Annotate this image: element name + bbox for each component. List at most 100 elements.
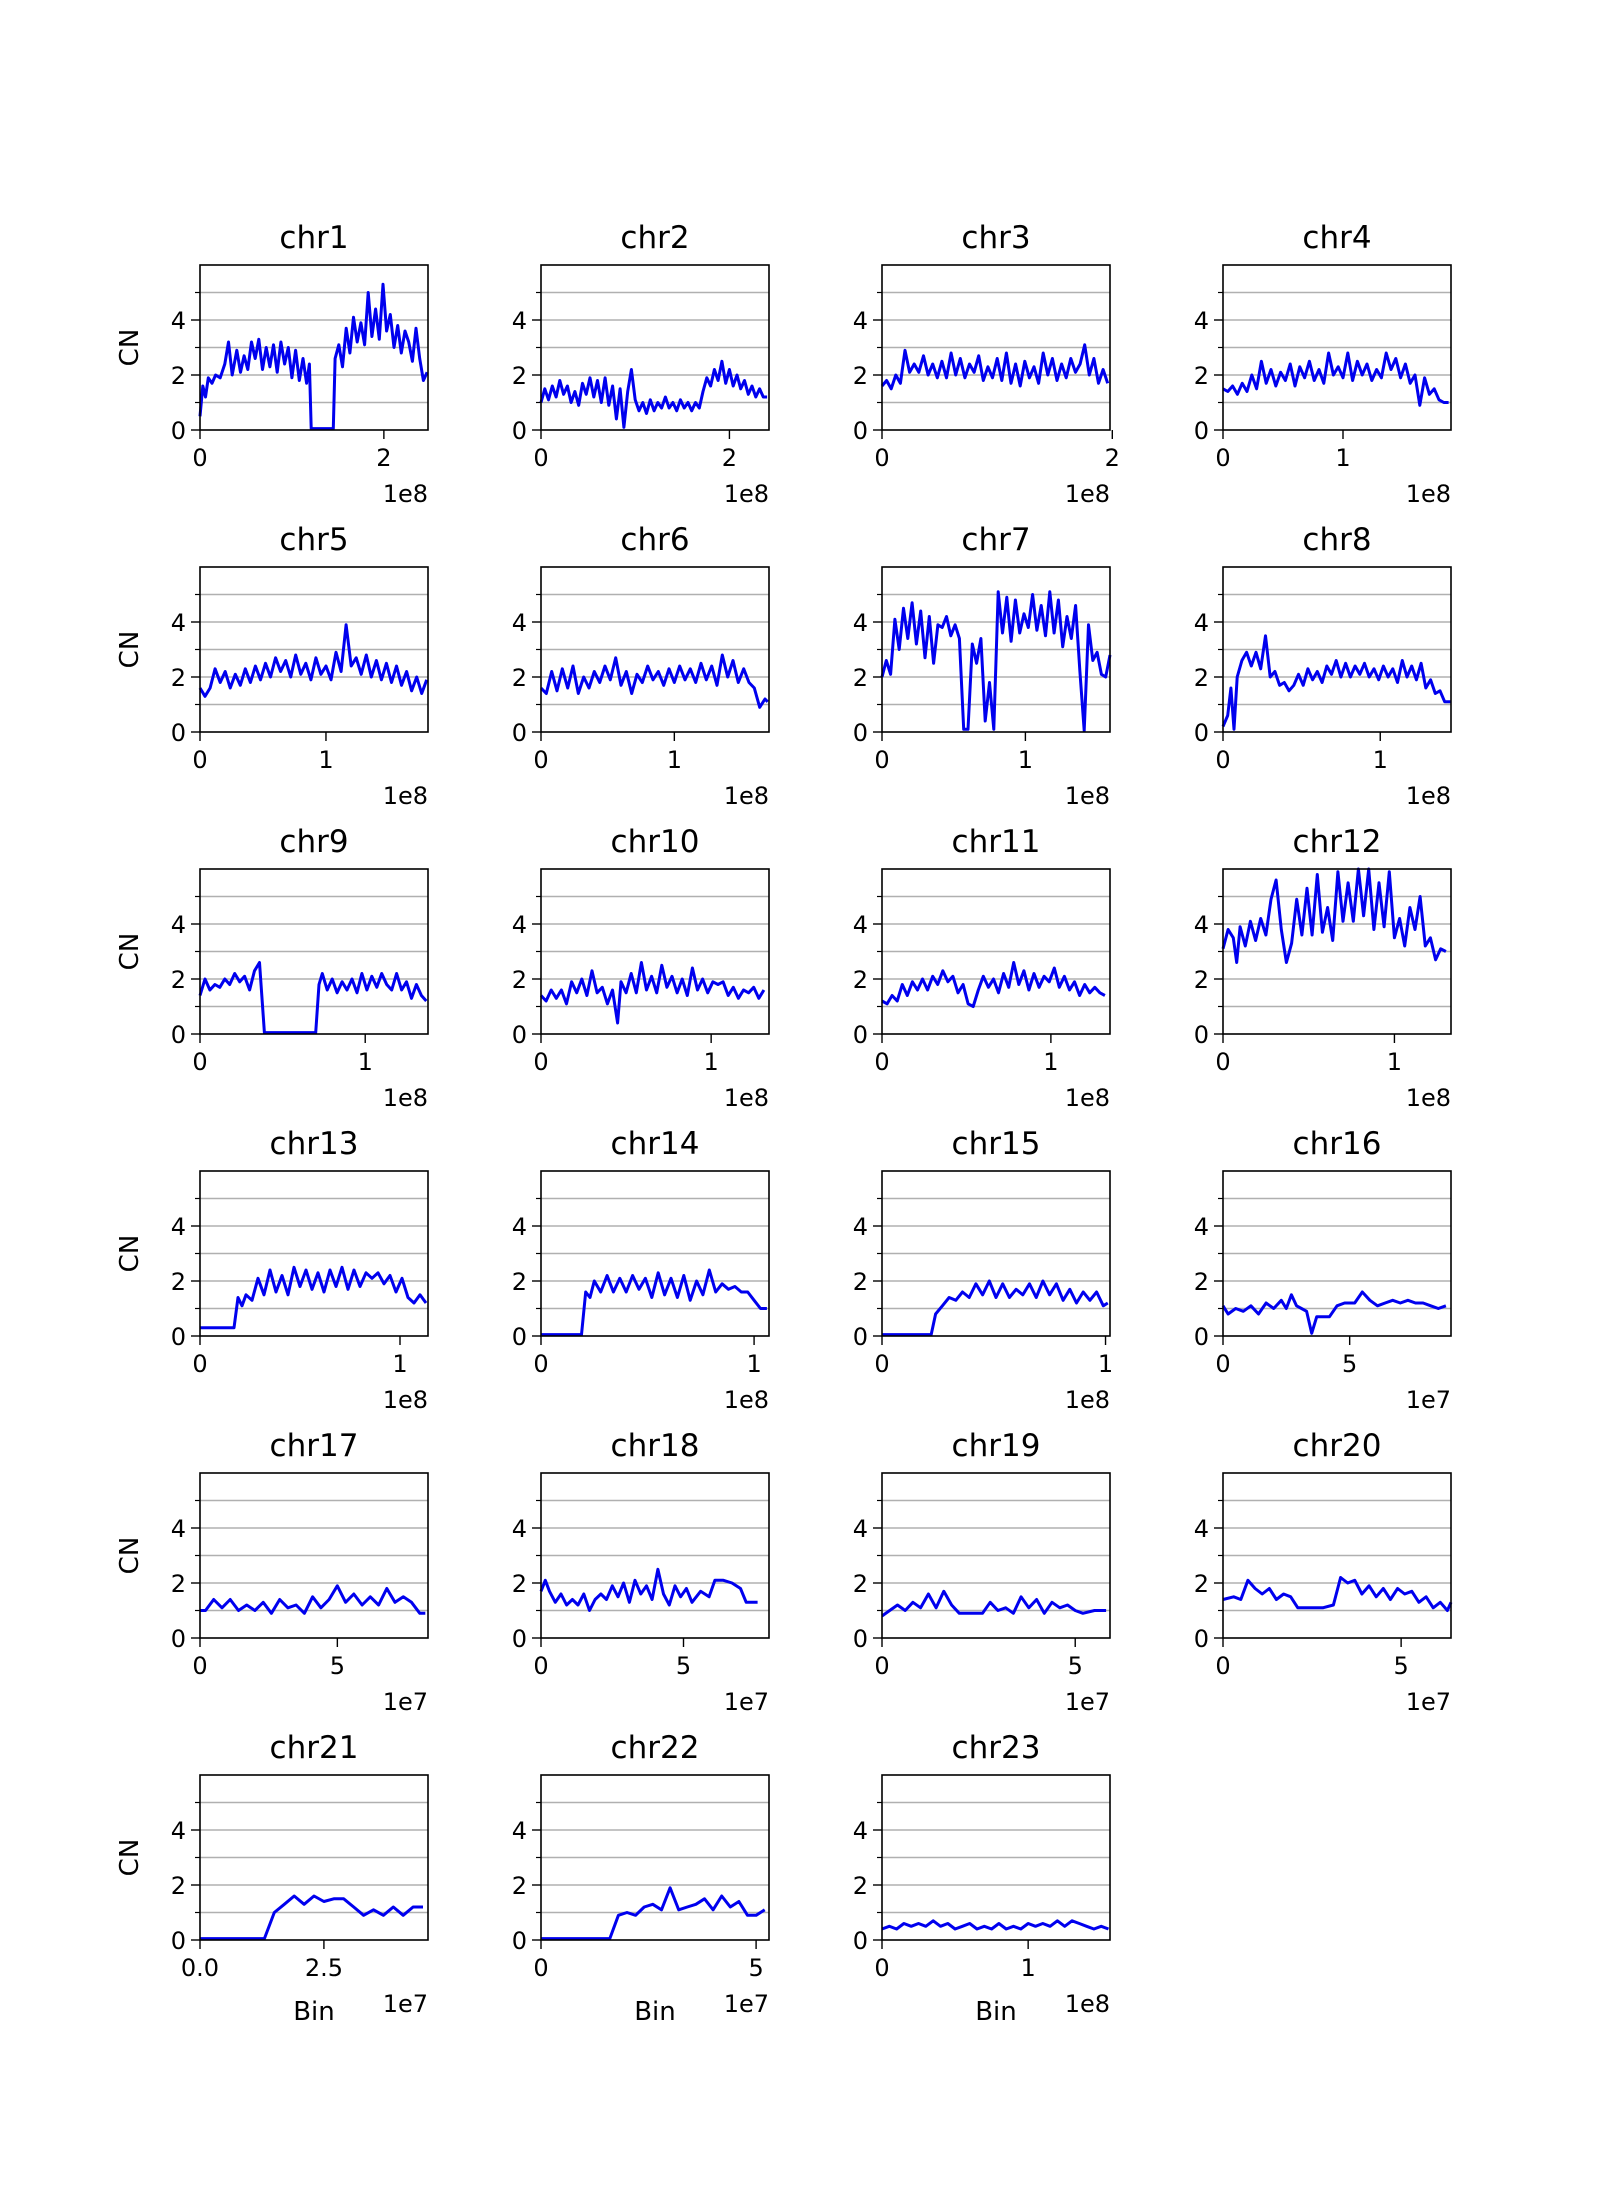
y-tick-label: 0	[853, 719, 868, 747]
x-tick-label: 1	[746, 1350, 761, 1378]
x-tick-label: 1	[358, 1048, 373, 1076]
subplot-title: chr12	[1293, 824, 1382, 860]
x-tick-label: 2.5	[305, 1954, 343, 1982]
x-offset-label: 1e7	[383, 1990, 428, 2018]
x-tick-label: 1	[1018, 746, 1033, 774]
subplot-chr15: 0 2 4 0 1 1e8 chr15	[853, 1126, 1113, 1414]
x-tick-label: 0	[874, 444, 889, 472]
subplot-title: chr21	[270, 1730, 359, 1766]
cn-line-series	[200, 1265, 428, 1330]
cn-line-series	[881, 961, 1106, 1008]
x-offset-label: 1e8	[1065, 1084, 1110, 1112]
x-offset-label: 1e8	[1065, 1386, 1110, 1414]
x-tick-label: 1	[392, 1350, 407, 1378]
subplot-title: chr23	[952, 1730, 1041, 1766]
subplot-chr16: 0 2 4 0 5 1e7 chr16	[1194, 1126, 1452, 1414]
y-tick-label: 4	[171, 609, 186, 637]
y-tick-label: 2	[512, 1570, 527, 1598]
cn-line-series	[198, 282, 429, 431]
cn-line-series	[880, 343, 1110, 391]
subplot-title: chr16	[1293, 1126, 1382, 1162]
y-tick-label: 0	[853, 1625, 868, 1653]
x-tick-label: 0	[192, 746, 207, 774]
cn-line-series	[1222, 1576, 1453, 1612]
x-tick-label: 0	[533, 1048, 548, 1076]
cn-line-series	[1221, 634, 1451, 731]
x-offset-label: 1e8	[1406, 1084, 1451, 1112]
x-tick-label: 0	[192, 444, 207, 472]
x-tick-label: 5	[748, 1954, 763, 1982]
x-offset-label: 1e7	[383, 1688, 428, 1716]
x-offset-label: 1e7	[724, 1990, 769, 2018]
y-tick-label: 2	[853, 966, 868, 994]
x-offset-label: 1e8	[1065, 1990, 1110, 2018]
cn-line-series	[1221, 1290, 1447, 1335]
y-tick-label: 0	[171, 1323, 186, 1351]
subplot-title: chr4	[1302, 220, 1371, 256]
y-tick-label: 0	[171, 1927, 186, 1955]
y-tick-label: 4	[853, 1515, 868, 1543]
subplot-chr4: 0 2 4 0 1 1e8 chr4	[1194, 220, 1452, 508]
subplot-chr9: 0 2 4 0 1 1e8 chr9 CN	[115, 824, 429, 1112]
y-tick-label: 0	[853, 417, 868, 445]
y-axis-label: CN	[115, 1839, 145, 1877]
x-tick-label: 0	[533, 444, 548, 472]
x-tick-label: 0	[192, 1652, 207, 1680]
subplot-title: chr8	[1302, 522, 1371, 558]
y-tick-label: 2	[1194, 1268, 1209, 1296]
subplot-title: chr18	[611, 1428, 700, 1464]
subplot-title: chr1	[279, 220, 348, 256]
y-axis-label: CN	[115, 1235, 145, 1273]
y-tick-label: 2	[853, 1268, 868, 1296]
subplot-title: chr11	[952, 824, 1041, 860]
y-tick-label: 4	[171, 1515, 186, 1543]
y-axis-label: CN	[115, 631, 145, 669]
y-tick-label: 0	[1194, 1021, 1209, 1049]
subplot-chr2: 0 2 4 0 2 1e8 chr2	[512, 220, 770, 508]
x-offset-label: 1e8	[724, 782, 769, 810]
cn-line-series	[539, 359, 768, 429]
x-offset-label: 1e7	[1406, 1688, 1451, 1716]
x-offset-label: 1e8	[383, 480, 428, 508]
x-tick-label: 0	[533, 746, 548, 774]
y-tick-label: 4	[512, 911, 527, 939]
cn-line-series	[200, 1584, 426, 1615]
y-tick-label: 2	[171, 966, 186, 994]
x-tick-label: 1	[1387, 1048, 1402, 1076]
subplot-title: chr15	[952, 1126, 1041, 1162]
y-tick-label: 0	[512, 417, 527, 445]
x-tick-label: 1	[1098, 1350, 1113, 1378]
x-tick-label: 5	[676, 1652, 691, 1680]
y-tick-label: 4	[512, 609, 527, 637]
cn-line-series	[541, 1268, 767, 1337]
x-tick-label: 0	[874, 1048, 889, 1076]
subplot-title: chr13	[270, 1126, 359, 1162]
x-tick-label: 1	[1043, 1048, 1058, 1076]
cn-line-series	[881, 1589, 1107, 1618]
x-offset-label: 1e8	[1406, 782, 1451, 810]
x-tick-label: 5	[330, 1652, 345, 1680]
subplot-title: chr19	[952, 1428, 1041, 1464]
y-tick-label: 2	[512, 966, 527, 994]
x-offset-label: 1e8	[383, 1386, 428, 1414]
x-tick-label: 0	[533, 1350, 548, 1378]
cn-line-series	[1221, 867, 1447, 964]
subplot-chr19: 0 2 4 0 5 1e7 chr19	[853, 1428, 1111, 1716]
subplot-chr20: 0 2 4 0 5 1e7 chr20	[1194, 1428, 1453, 1716]
y-tick-label: 0	[512, 1625, 527, 1653]
y-tick-label: 2	[853, 1872, 868, 1900]
subplot-title: chr6	[620, 522, 689, 558]
cn-line-series	[198, 623, 429, 698]
subplot-chr7: 0 2 4 0 1 1e8 chr7	[853, 522, 1112, 810]
x-offset-label: 1e7	[1406, 1386, 1451, 1414]
x-tick-label: 1	[1373, 746, 1388, 774]
x-offset-label: 1e8	[1406, 480, 1451, 508]
y-tick-label: 4	[171, 307, 186, 335]
x-tick-label: 2	[376, 444, 391, 472]
y-tick-label: 0	[1194, 719, 1209, 747]
y-tick-label: 2	[512, 1268, 527, 1296]
cn-line-series	[541, 1886, 766, 1941]
